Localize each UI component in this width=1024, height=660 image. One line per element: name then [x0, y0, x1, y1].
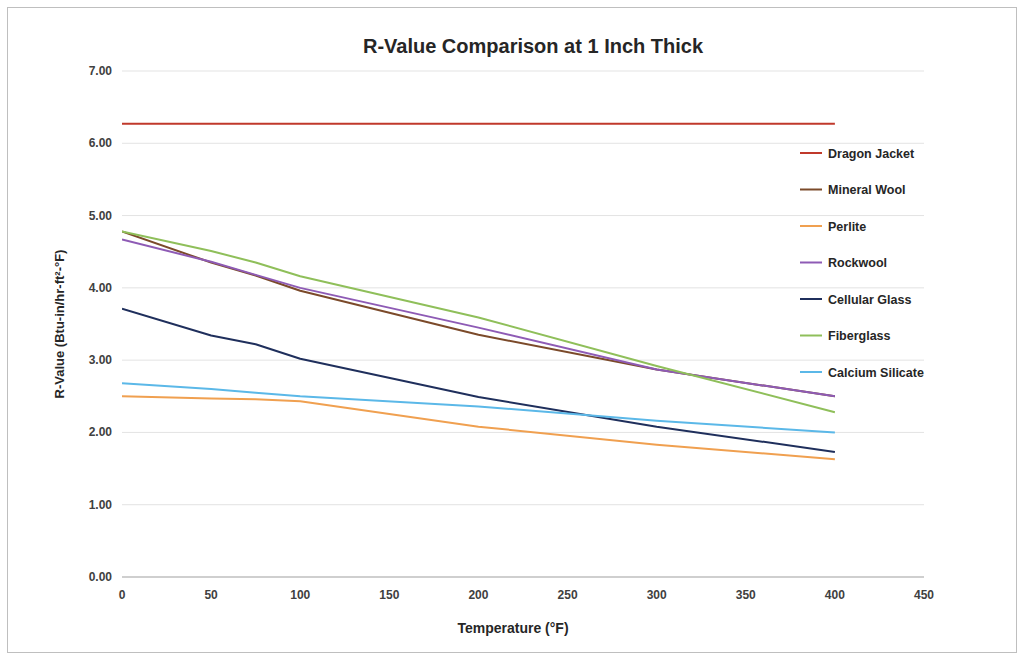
legend-key: [800, 371, 822, 373]
chart-title: R-Value Comparison at 1 Inch Thick: [363, 35, 704, 57]
legend-label: Calcium Silicate: [828, 366, 924, 380]
grid-line: [122, 577, 924, 578]
x-axis-line: [122, 577, 924, 578]
x-tick-label: 250: [558, 588, 578, 602]
series-line: [122, 231, 835, 412]
legend-label: Mineral Wool: [828, 183, 906, 197]
legend-key: [800, 152, 822, 154]
grid-line: [122, 504, 924, 505]
grid-line: [122, 143, 924, 144]
x-tick-label: 100: [290, 588, 310, 602]
x-tick-label: 150: [379, 588, 399, 602]
y-tick-label: 1.00: [89, 498, 113, 512]
legend-label: Rockwool: [828, 256, 887, 270]
x-tick-label: 400: [825, 588, 845, 602]
series-line: [122, 383, 835, 432]
legend-label: Perlite: [828, 220, 866, 234]
legend-key: [800, 262, 822, 264]
legend-key: [800, 298, 822, 300]
y-tick-label: 0.00: [89, 570, 113, 584]
x-tick-label: 300: [647, 588, 667, 602]
legend-key: [800, 335, 822, 337]
y-axis-label: R-Value (Btu-in/hr-ft²-°F): [52, 250, 67, 399]
chart-frame: [8, 8, 1017, 653]
x-tick-label: 450: [914, 588, 934, 602]
grid-line: [122, 215, 924, 216]
y-tick-label: 4.00: [89, 281, 113, 295]
legend-label: Fiberglass: [828, 329, 891, 343]
grid-line: [122, 287, 924, 288]
x-tick-label: 50: [204, 588, 218, 602]
plot-area: [122, 124, 835, 459]
series-line: [122, 309, 835, 452]
legend-key: [800, 189, 822, 191]
legend-label: Dragon Jacket: [828, 147, 915, 161]
y-tick-label: 7.00: [89, 64, 113, 78]
x-axis-label: Temperature (°F): [457, 620, 568, 636]
series-line: [122, 123, 835, 125]
legend-key: [800, 225, 822, 227]
x-tick-label: 350: [736, 588, 756, 602]
y-tick-label: 2.00: [89, 425, 113, 439]
x-tick-label: 0: [119, 588, 126, 602]
y-tick-label: 5.00: [89, 209, 113, 223]
x-tick-label: 200: [468, 588, 488, 602]
y-tick-label: 6.00: [89, 136, 113, 150]
legend-label: Cellular Glass: [828, 293, 911, 307]
grid-line: [122, 360, 924, 361]
y-tick-label: 3.00: [89, 353, 113, 367]
chart: R-Value Comparison at 1 Inch Thick 0.00 1.…: [0, 0, 1024, 660]
grid-line: [122, 71, 924, 72]
